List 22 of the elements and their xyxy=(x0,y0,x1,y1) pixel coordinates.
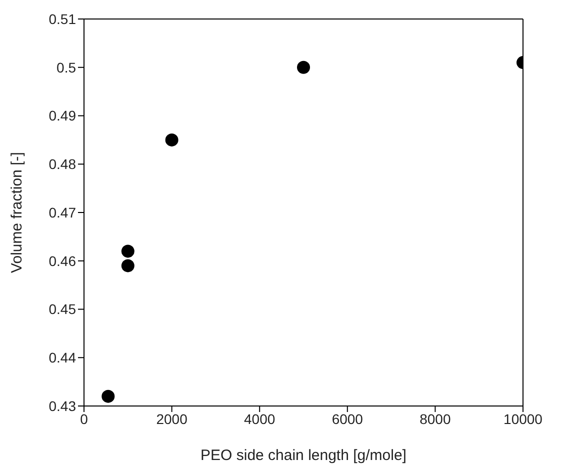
y-tick-label: 0.43 xyxy=(48,398,76,414)
y-tick-label: 0.48 xyxy=(48,156,76,172)
y-tick-label: 0.46 xyxy=(48,252,76,269)
x-tick-label: 0 xyxy=(80,410,88,427)
y-tick-label: 0.44 xyxy=(48,350,76,366)
point xyxy=(121,259,134,272)
x-axis-title: PEO side chain length [g/mole] xyxy=(200,447,406,464)
x-tick-label: 8000 xyxy=(420,410,451,427)
y-tick-label: 0.51 xyxy=(48,10,76,27)
point xyxy=(297,60,310,74)
x-tick-label: 6000 xyxy=(332,410,364,427)
y-tick-label: 0.47 xyxy=(48,204,76,220)
y-tick-label: 0.45 xyxy=(48,301,76,318)
x-tick-label: 4000 xyxy=(244,410,276,427)
y-tick-label: 0.5 xyxy=(56,59,76,76)
point xyxy=(121,244,134,258)
point xyxy=(102,390,115,403)
y-axis-title: Volume fraction [-] xyxy=(8,152,26,273)
y-tick-label: 0.49 xyxy=(48,108,76,124)
point xyxy=(165,133,178,146)
x-tick-label: 2000 xyxy=(156,410,188,427)
x-tick-label: 10000 xyxy=(504,410,543,427)
